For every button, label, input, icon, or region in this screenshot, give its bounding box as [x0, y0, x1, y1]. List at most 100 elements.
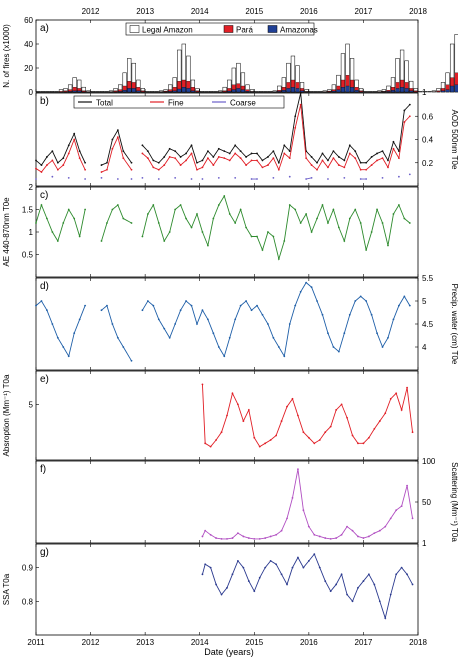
data-point — [365, 168, 368, 171]
data-point — [141, 144, 144, 147]
data-point — [256, 178, 258, 180]
bar-amazonas — [400, 87, 405, 93]
y-tick-label: 20 — [24, 64, 33, 73]
data-point — [212, 156, 215, 158]
data-point — [283, 152, 286, 155]
data-point — [258, 576, 261, 579]
data-point — [84, 304, 87, 307]
data-point — [141, 235, 144, 238]
data-point — [46, 309, 48, 312]
bottom-year-label: 2017 — [355, 638, 373, 647]
data-point — [217, 176, 220, 179]
bar-amazonas — [136, 90, 141, 93]
y-axis-label-f: Scattering (Mm⁻¹) T0a — [450, 462, 458, 542]
data-point — [335, 409, 338, 411]
series-line-c — [101, 204, 132, 242]
data-point — [226, 538, 228, 540]
data-point — [84, 161, 87, 164]
data-point — [272, 150, 275, 153]
bar-amazonas — [227, 90, 232, 93]
data-point — [163, 156, 166, 158]
data-point — [242, 420, 245, 422]
panel-label-e: e) — [40, 374, 49, 385]
y-tick-label: 0.8 — [22, 597, 34, 606]
data-point — [215, 439, 217, 441]
series-line-b-total — [142, 92, 411, 164]
data-point — [387, 336, 389, 339]
data-point — [403, 295, 406, 298]
y-axis-label-e: Absroption (Mm⁻¹) T0a — [2, 374, 11, 456]
data-point — [217, 204, 220, 206]
bar-legal-amazon — [36, 91, 41, 93]
y-tick-label: 5 — [422, 297, 427, 306]
data-point — [228, 159, 231, 162]
data-point — [389, 593, 392, 596]
y-tick-label: 2 — [29, 183, 34, 192]
y-tick-label: 4 — [422, 343, 427, 352]
data-point — [245, 300, 248, 302]
data-point — [313, 442, 316, 445]
bottom-year-label: 2012 — [82, 638, 100, 647]
data-point — [73, 217, 76, 220]
bar-legal-amazon — [258, 91, 264, 93]
data-point — [294, 304, 297, 307]
data-point — [78, 150, 81, 153]
top-year-label: 2018 — [409, 7, 427, 16]
data-point — [346, 416, 348, 419]
bar-legal-amazon — [145, 91, 150, 93]
data-point — [247, 409, 250, 411]
data-point — [389, 517, 392, 520]
data-point — [348, 217, 351, 220]
data-point — [299, 222, 302, 224]
series-line-d — [142, 281, 411, 358]
data-point — [201, 178, 204, 180]
bar-legal-amazon — [368, 91, 373, 93]
data-point — [362, 537, 365, 539]
data-point — [196, 213, 198, 215]
data-point — [40, 300, 43, 302]
data-point — [78, 235, 81, 238]
data-point — [253, 436, 256, 439]
data-point — [141, 309, 144, 312]
series-line-f — [202, 469, 413, 540]
data-point — [288, 175, 291, 178]
data-point — [190, 178, 193, 180]
data-point — [376, 208, 378, 211]
data-point — [51, 231, 54, 233]
data-point — [111, 147, 114, 150]
data-point — [373, 583, 376, 586]
data-point — [122, 346, 125, 348]
y-tick-label: 100 — [422, 457, 436, 466]
panel-d: 4 4.5 5 5.5 d) Precip. water (cm) T0e — [35, 274, 458, 371]
data-point — [179, 309, 182, 312]
data-point — [196, 161, 198, 164]
data-point — [343, 332, 346, 335]
data-point — [201, 535, 204, 538]
bar-amazonas — [450, 85, 455, 93]
bar-amazonas — [331, 90, 336, 93]
data-point — [237, 532, 239, 535]
series-line-d — [101, 304, 132, 362]
data-point — [35, 178, 37, 180]
data-point — [269, 439, 272, 441]
data-point — [223, 157, 226, 160]
data-point — [46, 156, 48, 158]
data-point — [228, 336, 231, 339]
data-point — [179, 156, 182, 158]
data-point — [231, 392, 234, 395]
data-point — [291, 497, 294, 499]
data-point — [348, 313, 351, 316]
bar-legal-amazon — [99, 91, 105, 93]
data-point — [297, 556, 299, 559]
data-point — [264, 537, 267, 539]
data-point — [313, 553, 316, 556]
bar-amazonas — [118, 91, 123, 93]
data-point — [239, 150, 242, 153]
bar-amazonas — [277, 91, 282, 93]
bar-para — [58, 91, 64, 93]
data-point — [288, 323, 291, 325]
data-point — [152, 166, 155, 169]
data-point — [168, 336, 171, 339]
bar-amazonas — [440, 90, 446, 93]
bar-legal-amazon — [90, 91, 95, 93]
